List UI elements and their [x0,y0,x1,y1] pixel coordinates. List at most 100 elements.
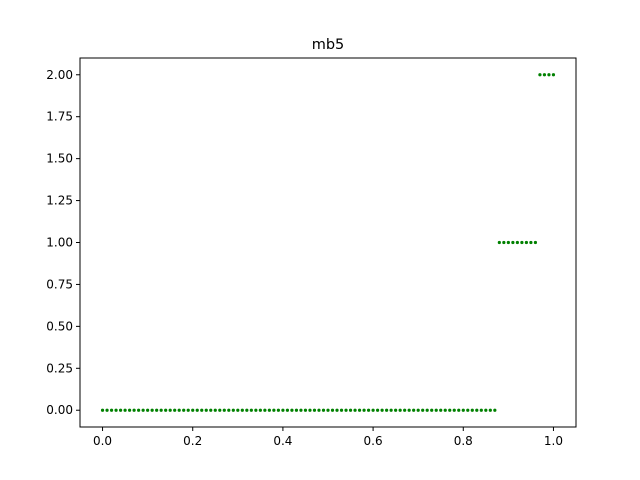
y-tick-label: 0.75 [46,277,73,291]
data-point [272,408,276,412]
data-point [114,408,118,412]
data-point [357,408,362,412]
data-point [267,408,271,412]
x-tick-label: 0.4 [273,434,292,448]
data-point [515,240,519,245]
data-point [236,408,240,412]
y-tick-label: 0.00 [46,403,73,417]
data-point [182,408,186,412]
data-point [276,408,280,412]
data-point [281,408,285,412]
data-point [118,408,123,412]
data-point [204,408,208,412]
data-point [412,408,416,412]
data-point [443,408,447,412]
data-point [425,408,429,412]
plot-frame [79,57,577,428]
data-point [312,408,317,412]
data-point [326,408,330,412]
x-tick-label: 0.2 [183,434,202,448]
data-point [407,408,411,412]
data-point [164,408,168,412]
y-tick-label: 0.50 [46,319,73,333]
data-point [231,408,235,412]
data-point [493,408,497,412]
data-point [434,408,438,412]
data-point [105,408,109,412]
data-point [511,240,515,245]
x-axis: 0.0 0.2 0.4 0.6 0.8 1.0 [93,427,563,448]
y-axis: 0.00 0.25 0.50 0.75 1.00 1.25 1.50 1.75 2.00 [46,68,80,417]
data-point [330,408,335,412]
data-point [209,408,213,412]
data-point [380,408,384,412]
data-point [366,408,371,412]
y-tick-label: 2.00 [46,68,73,82]
data-point [100,408,105,412]
data-point [168,408,172,412]
data-point [191,408,195,412]
data-point [109,408,114,412]
data-point [538,73,542,77]
data-point [502,240,506,245]
data-point [249,408,253,412]
data-points [100,73,556,412]
chart-title: mb5 [312,37,345,53]
y-tick-label: 1.50 [46,152,73,166]
data-point [506,240,510,245]
data-point [439,408,443,412]
data-point [547,73,551,77]
data-point [321,408,326,412]
data-point [132,408,136,412]
data-point [263,408,267,412]
data-point [294,408,299,412]
data-point [551,73,556,77]
data-point [155,408,159,412]
x-tick-label: 1.0 [544,434,563,448]
data-point [520,240,524,245]
data-point [339,408,344,412]
data-point [335,408,339,412]
data-point [317,408,321,412]
data-point [258,408,262,412]
data-point [461,408,465,412]
data-point [348,408,353,412]
data-point [362,408,366,412]
data-point [479,408,483,412]
data-point [394,408,398,412]
data-point [137,408,141,412]
data-point [218,408,222,412]
data-point [128,408,132,412]
data-point [475,408,479,412]
data-point [524,240,529,245]
data-point [308,408,312,412]
data-point [457,408,461,412]
data-point [385,408,389,412]
data-point [146,408,150,412]
data-point [452,408,456,412]
data-point [159,408,163,412]
data-point [299,408,303,412]
data-point [254,408,258,412]
y-tick-label: 0.25 [46,361,73,375]
data-point [240,408,244,412]
data-point [542,73,547,77]
data-point [484,408,488,412]
data-point [177,408,181,412]
x-tick-label: 0.6 [364,434,383,448]
data-point [213,408,217,412]
data-point [488,408,492,412]
data-point [376,408,380,412]
data-point [200,408,204,412]
data-point [245,408,249,412]
data-point [470,408,474,412]
data-point [529,240,533,245]
data-point [416,408,420,412]
data-point [303,408,308,412]
data-point [421,408,425,412]
data-point [448,408,452,412]
data-point [195,408,199,412]
